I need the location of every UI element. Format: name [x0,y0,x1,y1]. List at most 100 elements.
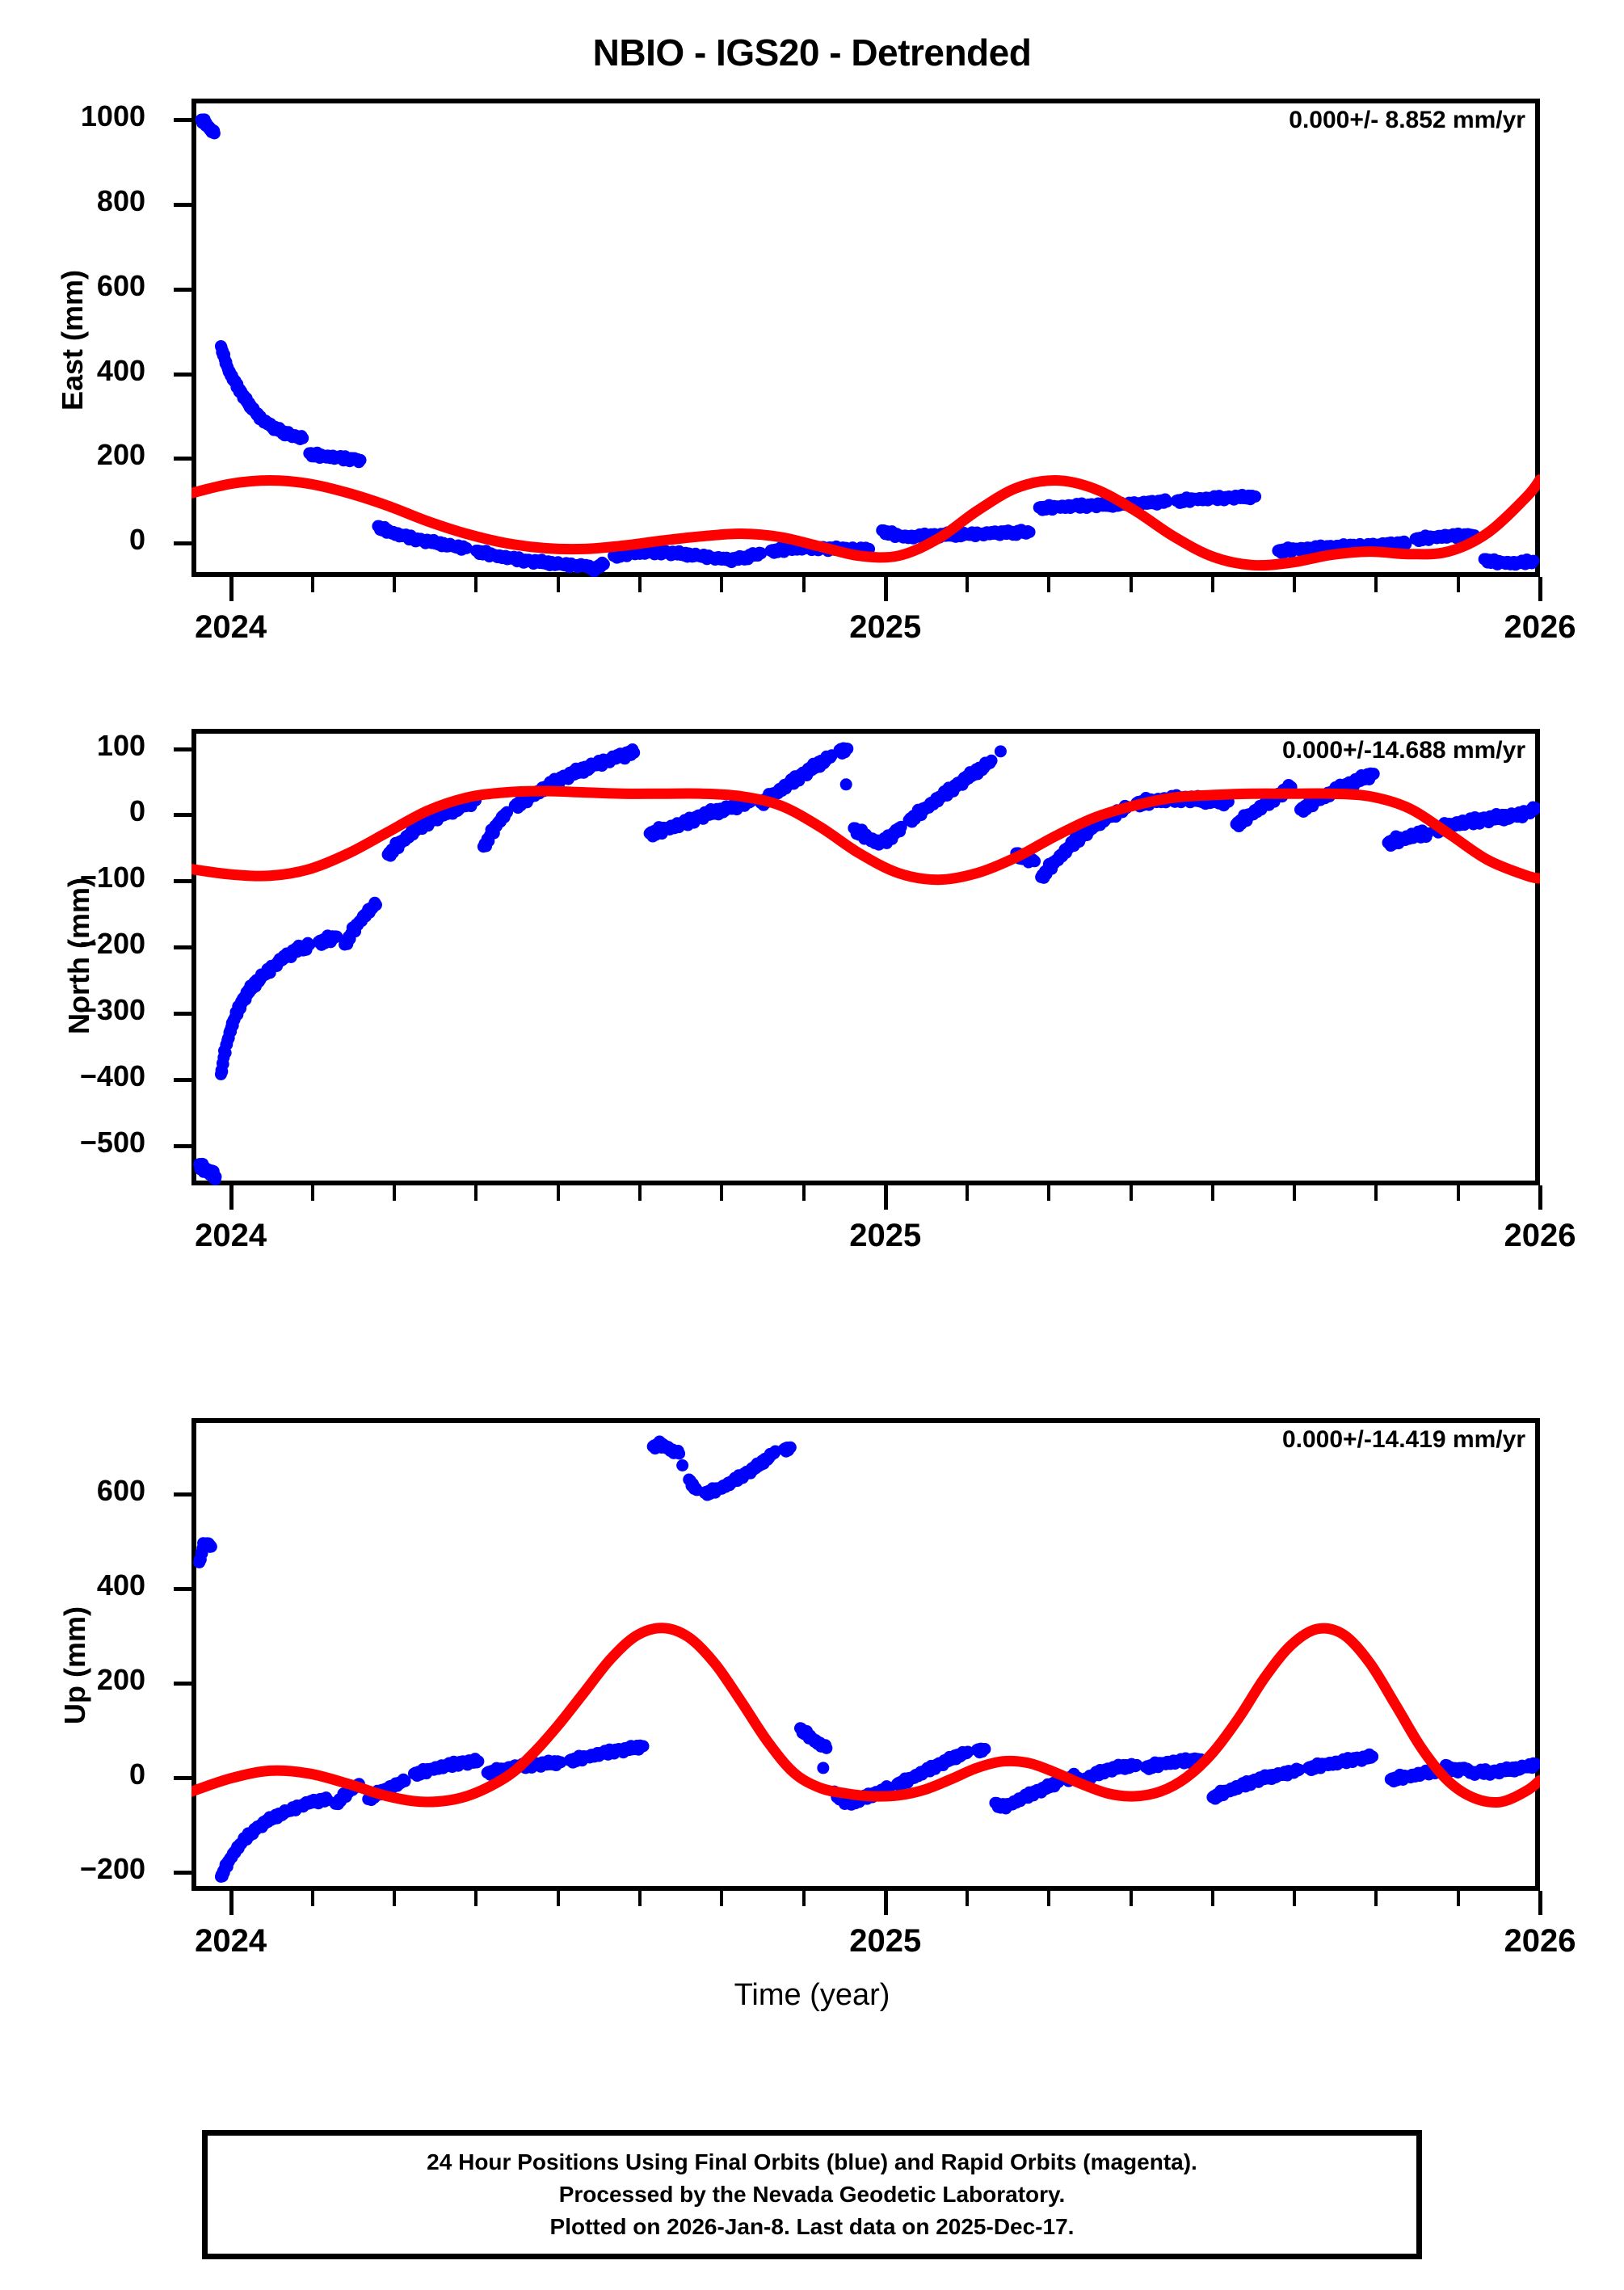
ytick-mark-east-0 [174,541,191,546]
ytick-mark-north--300 [174,1012,191,1017]
ytick-mark-east-600 [174,287,191,292]
xtick-label-north-2025: 2025 [849,1218,922,1253]
panel-up-ylabel: Up (mm) [58,1606,91,1724]
xtick-label-up-2026: 2026 [1504,1923,1576,1959]
xtick-minor-east [637,577,642,592]
panel-north: 0.000+/-14.688 mm/yr [191,729,1540,1185]
ytick-mark-north--200 [174,945,191,950]
xtick-minor-east [1374,577,1378,592]
xtick-label-east-2026: 2026 [1504,609,1576,645]
xtick-minor-east [1293,577,1297,592]
xtick-minor-east [393,577,397,592]
xtick-minor-north [1374,1185,1378,1201]
panel-up-plot [191,1435,1540,1883]
xtick-label-up-2025: 2025 [849,1923,922,1959]
ytick-mark-east-400 [174,372,191,377]
xtick-minor-up [310,1891,314,1906]
ytick-label-north--400: −400 [79,1059,145,1092]
ytick-label-north-0: 0 [128,794,145,828]
ytick-label-up-400: 400 [96,1568,145,1602]
xtick-minor-north [637,1185,642,1201]
ytick-mark-north--400 [174,1077,191,1082]
caption-line-1: 24 Hour Positions Using Final Orbits (bl… [427,2149,1197,2175]
ytick-mark-up-600 [174,1492,191,1496]
xtick-minor-up [637,1891,642,1906]
xtick-east-2024 [229,577,234,601]
panel-up-rate: 0.000+/-14.419 mm/yr [1281,1426,1525,1453]
xtick-minor-up [720,1891,724,1906]
xtick-minor-north [720,1185,724,1201]
ytick-label-east-800: 800 [96,183,145,217]
ytick-mark-east-200 [174,457,191,461]
ytick-label-north--100: −100 [79,861,145,895]
xtick-minor-up [474,1891,478,1906]
xtick-minor-east [1047,577,1051,592]
xtick-minor-up [393,1891,397,1906]
xtick-minor-up [1210,1891,1214,1906]
xtick-minor-up [801,1891,806,1906]
panel-north-rate: 0.000+/-14.688 mm/yr [1281,737,1525,764]
xtick-label-up-2024: 2024 [195,1923,267,1959]
ytick-mark-east-1000 [174,118,191,123]
xtick-minor-up [1456,1891,1460,1906]
x-axis-title: Time (year) [734,1978,890,2012]
page-title: NBIO - IGS20 - Detrended [592,32,1032,74]
ytick-mark-up-0 [174,1775,191,1780]
panel-east: 0.000+/- 8.852 mm/yr [191,99,1540,577]
panel-up-frame [191,1418,1540,1891]
xtick-up-2026 [1538,1891,1542,1915]
xtick-minor-north [1456,1185,1460,1201]
ytick-label-east-400: 400 [96,353,145,387]
xtick-north-2026 [1538,1185,1542,1210]
xtick-up-2024 [229,1891,234,1915]
panel-north-plot [191,742,1540,1185]
panel-up: 0.000+/-14.419 mm/yr [191,1418,1540,1891]
xtick-minor-north [1210,1185,1214,1201]
xtick-minor-north [310,1185,314,1201]
xtick-minor-up [1129,1891,1133,1906]
panel-east-rate: 0.000+/- 8.852 mm/yr [1289,107,1525,133]
ytick-label-east-600: 600 [96,268,145,302]
ytick-mark-north--500 [174,1143,191,1148]
ytick-label-up-0: 0 [128,1757,145,1791]
xtick-label-east-2024: 2024 [195,609,267,645]
xtick-minor-east [474,577,478,592]
xtick-minor-north [966,1185,970,1201]
ytick-label-north--200: −200 [79,927,145,961]
ytick-label-up-600: 600 [96,1473,145,1507]
xtick-minor-up [966,1891,970,1906]
ytick-mark-up-200 [174,1681,191,1686]
xtick-minor-north [556,1185,560,1201]
xtick-label-north-2024: 2024 [195,1218,267,1253]
xtick-label-east-2025: 2025 [849,609,922,645]
panel-east-frame [191,99,1540,577]
ytick-label-north-100: 100 [96,728,145,762]
ytick-label-up-200: 200 [96,1662,145,1696]
ytick-label-up--200: −200 [79,1851,145,1885]
xtick-minor-east [310,577,314,592]
xtick-east-2026 [1538,577,1542,601]
ytick-mark-north-100 [174,747,191,751]
ytick-label-north--300: −300 [79,993,145,1027]
xtick-minor-east [1210,577,1214,592]
xtick-minor-east [556,577,560,592]
xtick-minor-east [801,577,806,592]
panel-east-ylabel: East (mm) [56,269,89,411]
panel-east-plot [191,113,1540,577]
caption-box: 24 Hour Positions Using Final Orbits (bl… [202,2130,1422,2259]
xtick-minor-up [1293,1891,1297,1906]
xtick-minor-up [1047,1891,1051,1906]
xtick-north-2025 [883,1185,888,1210]
xtick-minor-north [474,1185,478,1201]
ytick-label-east-1000: 1000 [80,99,145,133]
ytick-mark-up-400 [174,1586,191,1591]
xtick-up-2025 [883,1891,888,1915]
xtick-minor-east [1456,577,1460,592]
xtick-minor-north [1047,1185,1051,1201]
xtick-minor-up [1374,1891,1378,1906]
ytick-label-north--500: −500 [79,1125,145,1159]
ytick-mark-north--100 [174,879,191,884]
ytick-mark-up--200 [174,1870,191,1875]
caption-line-3: Plotted on 2026-Jan-8. Last data on 2025… [549,2213,1075,2239]
caption-line-2: Processed by the Nevada Geodetic Laborat… [558,2182,1066,2208]
